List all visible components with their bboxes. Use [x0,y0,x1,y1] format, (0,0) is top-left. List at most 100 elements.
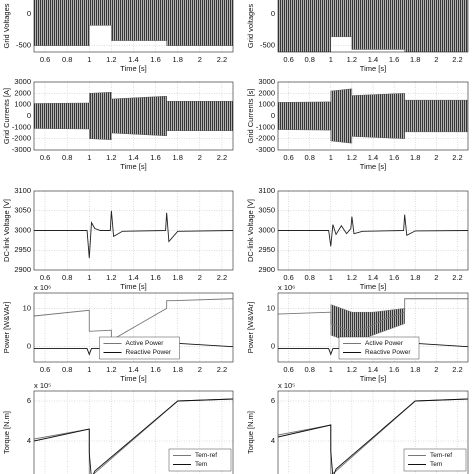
x-tick-label: 2.2 [452,273,462,282]
line [278,214,468,247]
oscillation-band [330,304,405,344]
y-axis-label: DC-link Voltage [V] [246,199,255,262]
y-tick-label: 3000 [258,225,275,234]
x-tick-label: 1 [87,365,91,374]
y-tick-label: 0 [271,342,275,351]
x-tick-label: 0.6 [283,153,293,162]
y-tick-label: -500 [16,41,31,50]
x-tick-label: 1 [329,55,333,64]
x-tick-label: 1.6 [150,153,160,162]
line [278,398,468,474]
axis-exponent: x 10⁵ [278,381,295,390]
y-tick-label: 0 [27,111,31,120]
panel: 0.6 0.8 1 1.2 1.4 1.6 1.8 2 2.2 -3000 -2000 -1000 0 1… [246,77,469,171]
x-tick-label: 1 [87,153,91,162]
x-axis-label: Time [s] [120,162,146,171]
axes-frame [33,0,234,53]
y-tick-label: -1000 [256,122,275,131]
x-tick-label: 2.2 [452,153,462,162]
y-axis-label: Torque [N.m] [246,411,255,454]
x-tick-label: 0.8 [304,153,314,162]
axes-frame [33,390,234,474]
y-tick-label: 3000 [14,225,31,234]
y-axis-label: DC-link Voltage [V] [2,199,11,262]
panel: 0.6 0.8 1 1.2 1.4 1.6 1.8 2 2.2 2900 2950 3000 3050 3… [2,186,234,291]
x-axis-label: Time [s] [120,64,146,73]
data-layer [278,214,468,247]
x-tick-label: 1.6 [389,273,399,282]
legend-label: Tem-ref [195,452,217,459]
x-tick-label: 0.6 [40,153,50,162]
y-tick-label: 4 [27,436,31,445]
legend-box [338,336,420,360]
panel: 0.6 0.8 1 1.2 1.4 1.6 1.8 2 2.2 0 10 Power [W&VAr] T… [246,283,469,383]
x-tick-label: 1 [329,273,333,282]
y-tick-label: 4 [271,436,275,445]
x-tick-label: 1.6 [389,153,399,162]
y-axis-label: Power [W&VAr] [246,302,255,354]
x-tick-label: 1.4 [128,273,138,282]
legend-box [99,336,180,360]
x-tick-label: 2 [434,365,438,374]
x-tick-label: 0.6 [283,273,293,282]
oscillation-band [278,88,468,144]
y-tick-label: 0 [27,342,31,351]
y-tick-label: 3100 [258,186,275,195]
oscillation-band [278,0,468,52]
legend-label: Active Power [365,340,404,347]
y-tick-label: 3000 [14,77,31,86]
x-tick-label: 1.6 [150,365,160,374]
x-tick-label: 0.6 [40,55,50,64]
x-tick-label: 1.2 [347,365,357,374]
x-tick-label: 2.2 [217,273,227,282]
y-tick-label: 6 [271,396,275,405]
line [34,398,233,474]
x-tick-label: 1.6 [389,365,399,374]
x-tick-label: 2 [434,153,438,162]
axes-frame [33,292,234,363]
y-tick-label: 3100 [14,186,31,195]
y-tick-label: 2900 [258,265,275,274]
x-tick-label: 1.8 [173,365,183,374]
line [278,298,468,332]
x-tick-label: 1.8 [173,55,183,64]
legend-label: Tem [195,461,207,468]
panel: 4 6 Torque [N.m] x 10⁵ Tem-ref Tem [246,381,469,474]
axis-exponent: x 10⁶ [278,283,295,292]
x-tick-label: 1.8 [173,153,183,162]
x-axis-label: Time [s] [360,282,386,291]
x-tick-label: 1.6 [150,55,160,64]
x-tick-label: 0.8 [62,153,72,162]
x-tick-label: 1.4 [368,153,378,162]
y-tick-label: -1000 [12,122,31,131]
panel: 0.6 0.8 1 1.2 1.4 1.6 1.8 2 2.2 -500 0 Grid Voltage… [2,0,234,73]
data-layer [34,398,233,474]
legend-box [168,448,232,472]
x-tick-label: 1 [87,273,91,282]
axes-frame [277,81,469,151]
x-tick-label: 2 [198,55,202,64]
x-tick-label: 1.2 [347,55,357,64]
x-tick-label: 0.8 [304,365,314,374]
x-tick-label: 1.4 [128,153,138,162]
y-tick-label: 2000 [258,88,275,97]
x-tick-label: 1.8 [410,55,420,64]
y-tick-label: 0 [27,9,31,18]
y-axis-label: Grid voltages [246,4,255,48]
y-tick-label: 3050 [258,206,275,215]
y-tick-label: 3000 [258,77,275,86]
y-tick-label: -2000 [12,134,31,143]
oscillation-band [34,0,233,46]
y-tick-label: 2900 [14,265,31,274]
panel: 0.6 0.8 1 1.2 1.4 1.6 1.8 2 2.2 -500 0 Grid voltage… [246,0,469,73]
x-tick-label: 2 [198,365,202,374]
axes-frame [277,292,469,363]
y-tick-label: 3050 [14,206,31,215]
x-tick-label: 2.2 [452,55,462,64]
x-tick-label: 1.4 [368,55,378,64]
axes-frame [277,190,469,271]
y-tick-label: 10 [267,303,275,312]
x-tick-label: 0.6 [40,273,50,282]
axis-exponent: x 10⁵ [34,381,51,390]
x-tick-label: 1 [329,153,333,162]
